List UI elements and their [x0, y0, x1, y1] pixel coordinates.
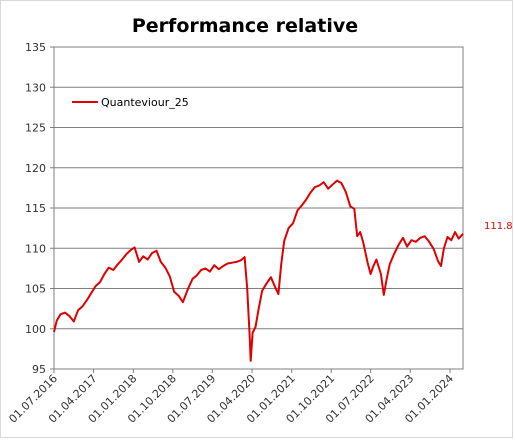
y-tick-label: 125: [25, 122, 46, 135]
series-layer: [53, 179, 464, 362]
y-tick-label: 110: [25, 242, 46, 255]
chart-title: Performance relative: [132, 15, 358, 37]
grid-lines: [54, 86, 463, 330]
x-axis: 01.07.201601.04.201701.01.201801.10.2018…: [6, 369, 456, 426]
y-tick-label: 105: [25, 283, 46, 296]
legend: Quanteviour_25: [72, 96, 189, 109]
y-axis: 95 100 105 110 115 120 125 130 135: [25, 41, 54, 376]
y-tick-label: 135: [25, 41, 46, 54]
y-tick-label: 100: [25, 323, 46, 336]
y-tick-label: 115: [25, 202, 46, 215]
y-tick-label: 120: [25, 162, 46, 175]
last-value-label: 111.8: [484, 221, 513, 232]
legend-label: Quanteviour_25: [101, 96, 189, 109]
y-tick-label: 95: [32, 363, 46, 376]
series-line-quanteviour-25: [53, 179, 464, 362]
y-tick-label: 130: [25, 81, 46, 94]
